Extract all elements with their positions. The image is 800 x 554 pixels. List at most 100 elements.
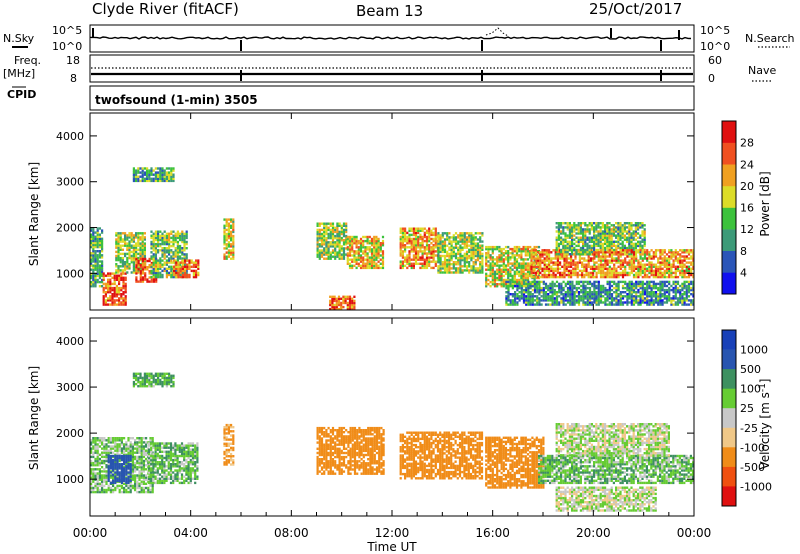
- echo-cell: [545, 269, 548, 273]
- echo-cell: [683, 282, 686, 286]
- echo-cell: [223, 243, 226, 246]
- echo-cell: [599, 249, 603, 252]
- nsky-trace-line: [90, 36, 692, 40]
- echo-cell: [639, 244, 642, 248]
- echo-cell: [96, 484, 99, 488]
- echo-cell: [674, 284, 677, 288]
- echo-cell: [414, 256, 418, 259]
- echo-cell: [559, 253, 562, 256]
- echo-cell: [542, 295, 545, 298]
- echo-cell: [570, 269, 573, 273]
- echo-cell: [152, 278, 156, 281]
- echo-cell: [423, 266, 426, 270]
- echo-cell: [582, 291, 585, 294]
- echo-cell: [227, 226, 230, 229]
- echo-cell: [137, 261, 140, 265]
- echo-cell: [346, 237, 349, 241]
- echo-cell: [582, 240, 585, 243]
- echo-cell: [608, 280, 611, 284]
- echo-cell: [554, 263, 557, 266]
- echo-cell: [556, 257, 559, 260]
- echo-cell: [485, 272, 488, 276]
- echo-cell: [553, 284, 556, 288]
- echo-cell: [454, 238, 458, 241]
- echo-cell: [157, 234, 160, 237]
- echo-cell: [608, 226, 611, 229]
- echo-cell: [500, 278, 503, 282]
- station-title: Clyde River (fitACF): [92, 0, 239, 18]
- echo-cell: [555, 299, 559, 302]
- echo-cell: [121, 258, 124, 262]
- echo-cell: [163, 169, 166, 172]
- echo-cell: [325, 257, 328, 260]
- echo-cell: [646, 303, 649, 306]
- echo-cell: [652, 251, 655, 254]
- echo-cell: [90, 260, 93, 263]
- echo-cell: [569, 297, 572, 300]
- echo-cell: [507, 250, 510, 253]
- echo-cell: [457, 252, 460, 256]
- echo-cell: [423, 258, 426, 261]
- echo-cell: [518, 280, 521, 284]
- echo-cell: [168, 242, 171, 246]
- echo-cell: [564, 282, 567, 286]
- echo-cell: [327, 234, 330, 238]
- echo-cell: [672, 295, 675, 298]
- echo-cell: [641, 253, 644, 256]
- echo-cell: [544, 291, 548, 294]
- echo-cell: [630, 267, 633, 270]
- echo-cell: [417, 250, 420, 253]
- echo-cell: [532, 269, 535, 273]
- echo-cell: [359, 266, 363, 270]
- echo-cell: [137, 236, 140, 239]
- echo-cell: [526, 268, 530, 271]
- echo-cell: [130, 234, 133, 237]
- echo-cell: [225, 218, 228, 221]
- echo-cell: [441, 236, 444, 239]
- echo-cell: [555, 303, 559, 306]
- freq-tick-low: 8: [70, 72, 77, 85]
- echo-cell: [485, 278, 488, 282]
- echo-cell: [434, 229, 437, 232]
- echo-cell: [338, 239, 341, 242]
- echo-cell: [163, 179, 166, 183]
- echo-cell: [606, 267, 609, 270]
- echo-cell: [96, 260, 99, 263]
- echo-cell: [516, 282, 519, 286]
- echo-cell: [410, 227, 413, 230]
- echo-cell: [485, 285, 488, 288]
- echo-cell: [157, 171, 160, 174]
- cpid-value: twofsound (1-min) 3505: [95, 93, 258, 107]
- echo-cell: [545, 249, 548, 252]
- echo-cell: [522, 272, 525, 276]
- echo-cell: [476, 269, 480, 272]
- echo-cell: [562, 222, 565, 225]
- echo-cell: [408, 264, 411, 267]
- echo-cell: [681, 271, 684, 275]
- echo-cell: [613, 282, 616, 286]
- echo-cell: [137, 238, 140, 241]
- echo-cell: [137, 175, 140, 178]
- echo-cell: [586, 299, 589, 302]
- echo-cell: [90, 439, 93, 442]
- echo-cell: [615, 303, 618, 306]
- echo-cell: [174, 253, 177, 256]
- echo-cell: [177, 269, 180, 273]
- echo-cell: [101, 247, 104, 251]
- echo-cell: [177, 273, 180, 277]
- echo-cell: [513, 258, 516, 261]
- echo-cell: [593, 269, 596, 273]
- echo-cell: [135, 266, 138, 269]
- echo-cell: [683, 265, 686, 268]
- echo-cell: [137, 280, 140, 283]
- echo-cell: [579, 238, 582, 241]
- echo-cell: [559, 273, 562, 277]
- echo-cell: [92, 227, 95, 230]
- echo-cell: [412, 256, 415, 259]
- echo-cell: [96, 235, 99, 238]
- echo-cell: [452, 254, 455, 258]
- echo-cell: [663, 249, 666, 252]
- echo-cell: [98, 250, 101, 253]
- echo-cell: [342, 234, 346, 238]
- echo-cell: [502, 285, 505, 288]
